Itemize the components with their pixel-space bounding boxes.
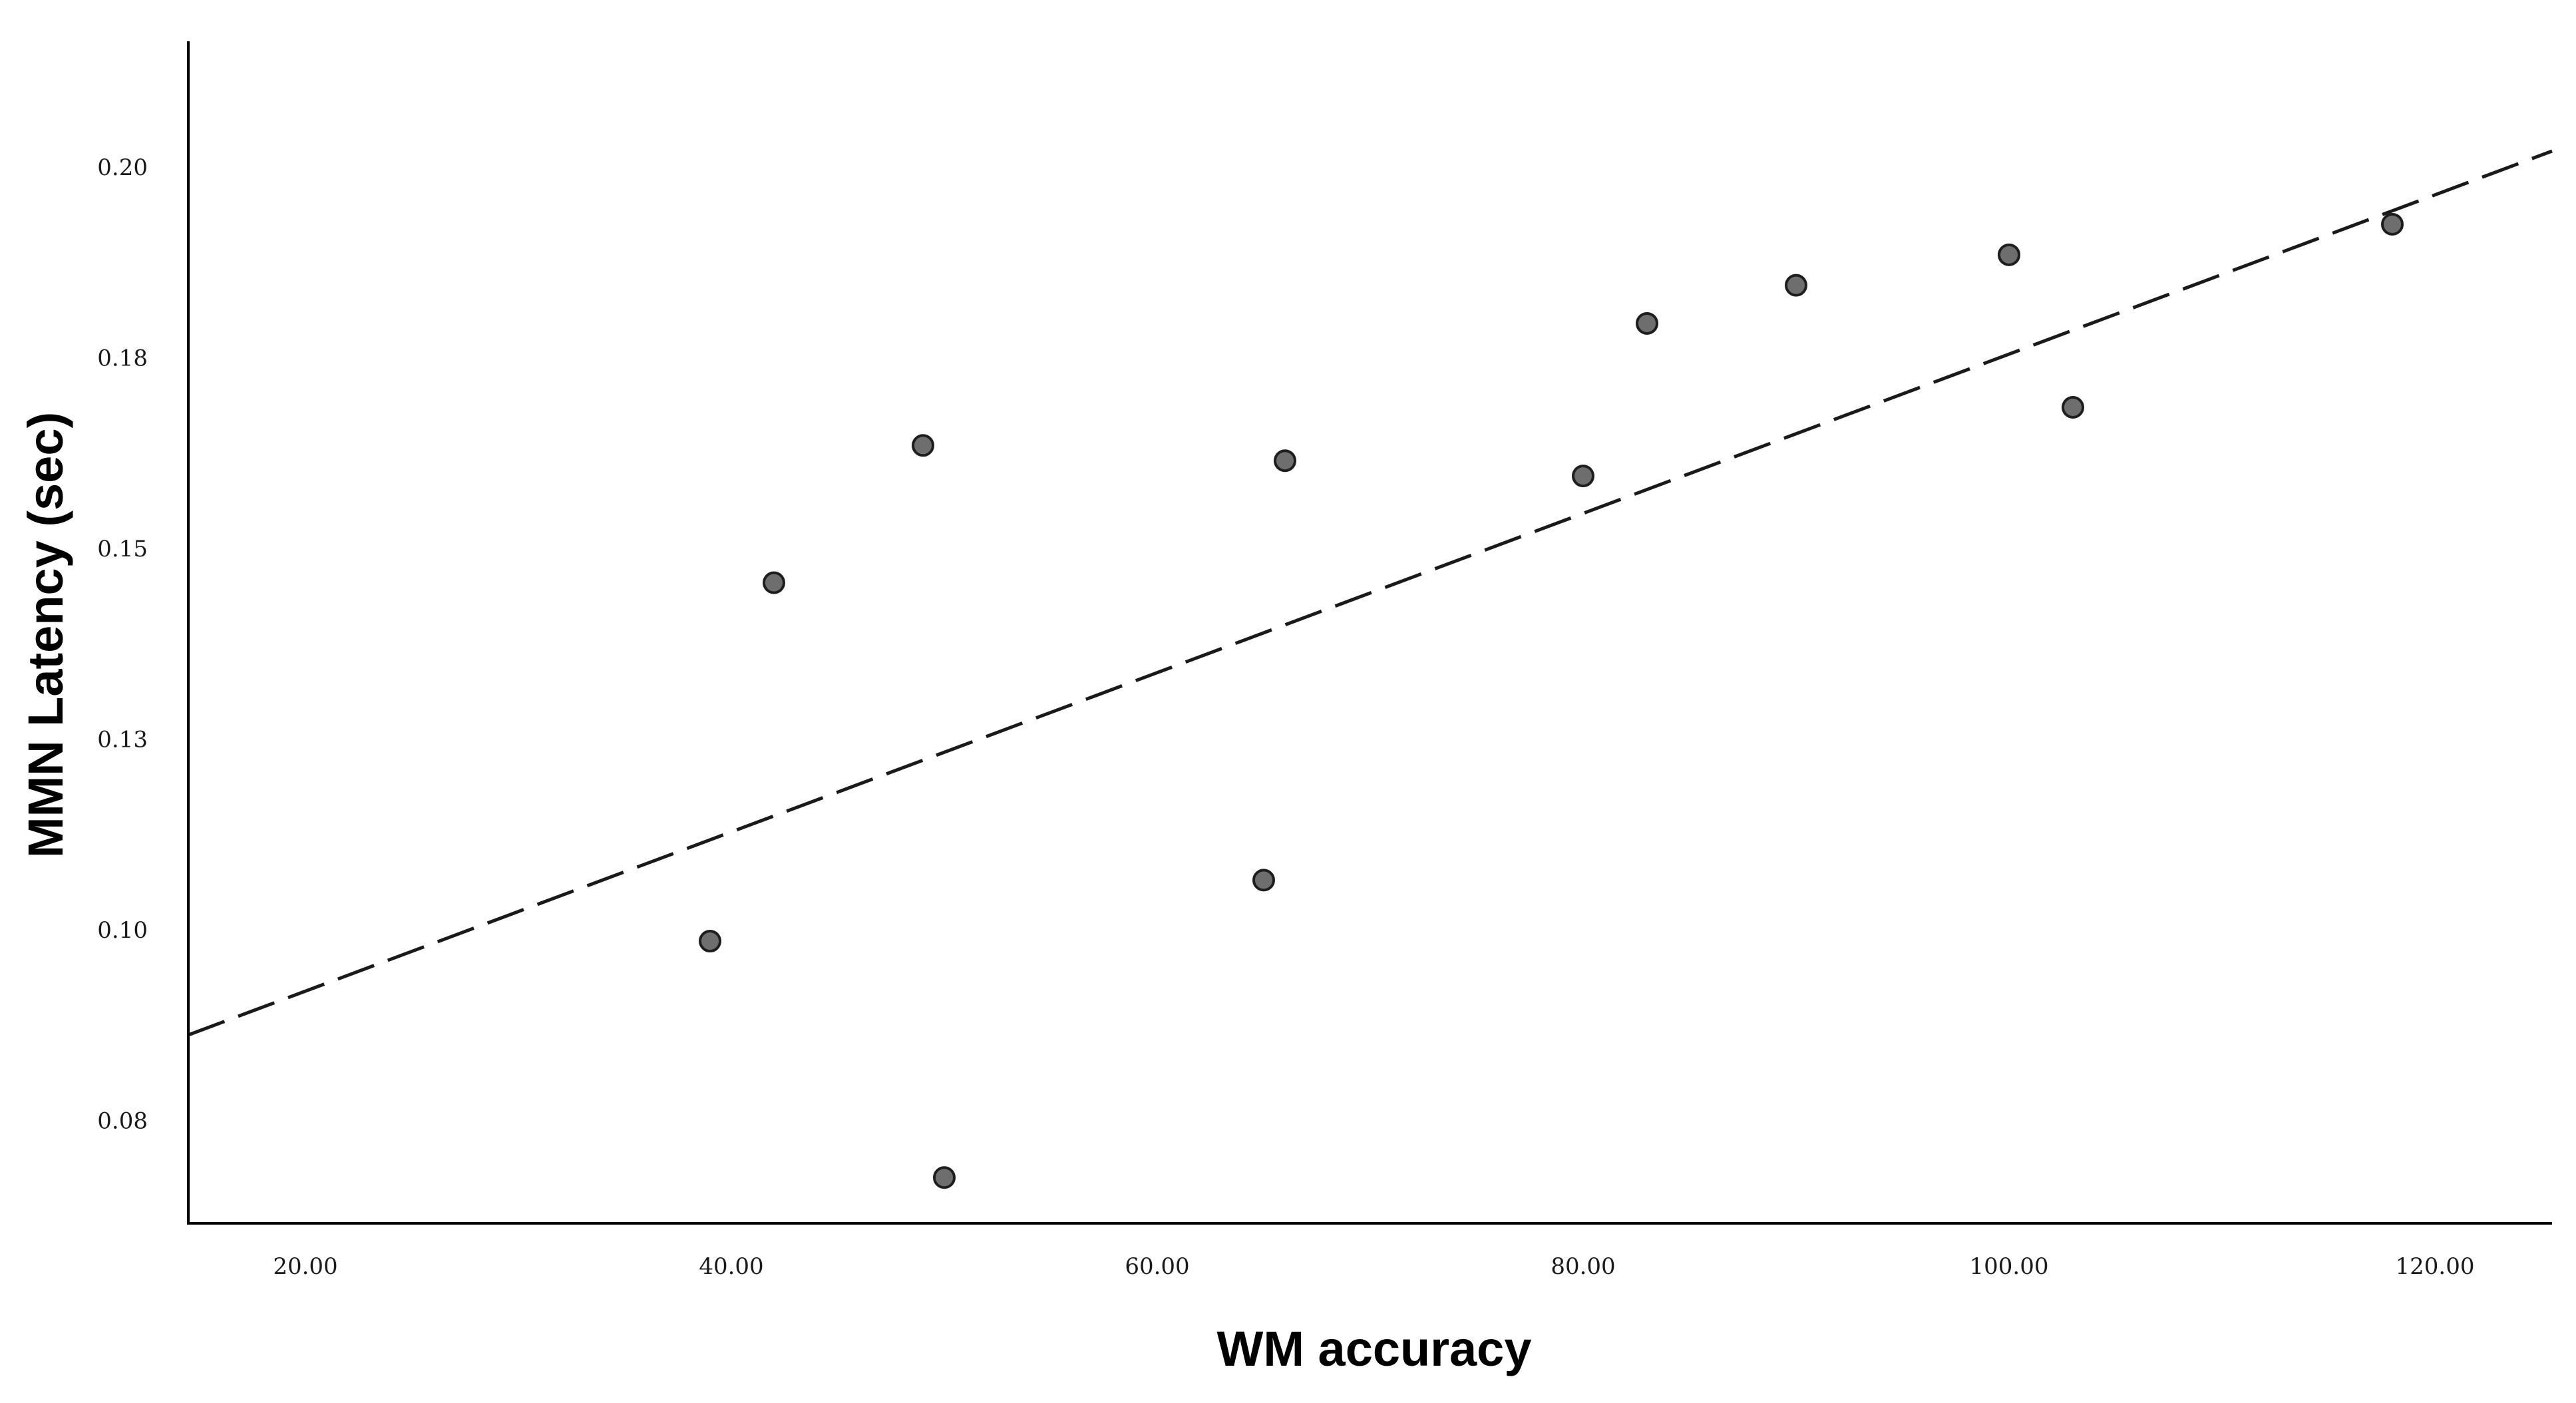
data-point <box>1252 869 1275 892</box>
y-tick-label: 0.13 <box>97 726 148 753</box>
x-axis-title: WM accuracy <box>1217 1321 1532 1376</box>
regression-fit-line <box>188 149 2553 1037</box>
x-tick-label: 120.00 <box>2396 1253 2475 1280</box>
data-point <box>912 434 934 457</box>
data-point <box>1785 274 1807 297</box>
x-tick-label: 60.00 <box>1125 1253 1189 1280</box>
y-tick-label: 0.15 <box>97 536 148 562</box>
data-point <box>1636 311 1658 335</box>
x-tick-label: 40.00 <box>699 1253 763 1280</box>
x-tick-label: 80.00 <box>1551 1253 1615 1280</box>
y-axis-title: MMN Latency (sec) <box>18 412 73 858</box>
data-point <box>933 1166 956 1189</box>
x-tick-label: 100.00 <box>1970 1253 2049 1280</box>
x-tick-label: 20.00 <box>273 1253 337 1280</box>
data-points <box>699 212 2404 1189</box>
data-point <box>699 930 721 953</box>
data-point <box>1274 449 1296 473</box>
y-tick-label: 0.08 <box>97 1107 148 1134</box>
data-point <box>1998 243 2020 266</box>
data-point <box>2381 212 2404 236</box>
y-axis-ticks: 0.08 0.10 0.13 0.15 0.18 0.20 <box>97 154 148 1134</box>
data-point <box>2062 395 2084 419</box>
y-tick-label: 0.10 <box>97 917 148 944</box>
data-point <box>1572 465 1594 488</box>
y-tick-label: 0.20 <box>97 154 148 181</box>
data-point <box>763 571 785 594</box>
y-tick-label: 0.18 <box>97 345 148 372</box>
x-axis-ticks: 20.00 40.00 60.00 80.00 100.00 120.00 <box>273 1253 2474 1280</box>
